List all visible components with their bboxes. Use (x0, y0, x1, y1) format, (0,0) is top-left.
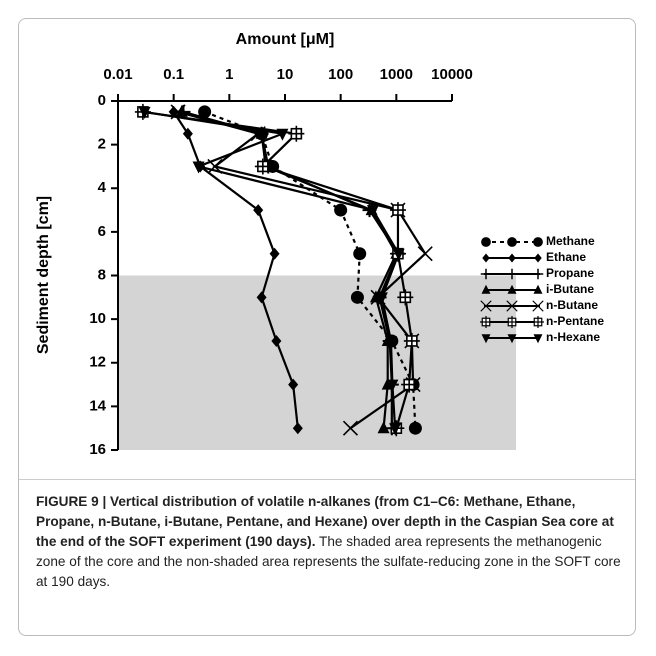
x-tick-label: 1000 (380, 66, 413, 83)
marker (506, 300, 518, 312)
marker (288, 125, 305, 142)
marker (384, 335, 397, 348)
y-tick-label: 2 (98, 136, 106, 153)
chart: Amount [μM] Sediment depth [cm] 0.01 0.1 1… (35, 31, 604, 458)
marker (417, 246, 433, 262)
marker (369, 290, 382, 303)
caption: FIGURE 9 | Vertical distribution of vola… (36, 492, 626, 592)
marker (480, 316, 492, 328)
marker (480, 268, 492, 280)
y-tick-label: 16 (89, 441, 106, 458)
series-line (204, 110, 417, 429)
marker (401, 376, 418, 393)
marker (175, 104, 188, 117)
x-tick-label: 100 (328, 66, 353, 83)
x-tick-label: 0.01 (103, 66, 132, 83)
marker (533, 334, 543, 344)
marker (292, 422, 303, 435)
caption-bold: FIGURE 9 | Vertical distribution of vola… (36, 494, 614, 549)
marker (182, 127, 193, 140)
marker (480, 300, 492, 312)
marker (392, 248, 405, 261)
y-tick-label: 8 (98, 266, 106, 283)
marker (342, 420, 359, 436)
legend-label: Methane (546, 234, 595, 248)
marker (253, 204, 264, 217)
marker (507, 237, 517, 247)
marker (532, 268, 544, 280)
marker (255, 126, 268, 139)
marker (138, 106, 151, 119)
x-tick-label: 1 (225, 66, 233, 83)
y-tick-label: 14 (89, 397, 106, 414)
marker (334, 203, 348, 217)
marker (534, 253, 542, 263)
x-tick-label: 10 (277, 66, 294, 83)
x-tick-label: 0.1 (163, 66, 184, 83)
marker (254, 158, 271, 175)
marker (533, 284, 543, 294)
marker (269, 247, 280, 260)
marker (170, 104, 186, 120)
separator (19, 479, 635, 480)
marker (481, 334, 491, 344)
marker (506, 268, 518, 280)
y-tick-label: 0 (98, 92, 106, 109)
marker (353, 247, 367, 261)
marker (207, 158, 223, 175)
marker (397, 289, 414, 306)
marker (377, 421, 390, 434)
marker (507, 284, 517, 294)
legend-label: Propane (546, 266, 594, 280)
marker (198, 105, 212, 119)
marker (533, 237, 543, 247)
marker (389, 202, 406, 219)
marker (532, 300, 544, 312)
marker (288, 378, 299, 391)
marker (276, 128, 289, 141)
caption-text: The shaded area represents the methanoge… (36, 534, 621, 589)
marker (481, 284, 491, 294)
marker (250, 126, 266, 142)
y-tick-label: 6 (98, 223, 106, 240)
marker (481, 237, 491, 247)
marker (508, 253, 516, 263)
marker (403, 332, 420, 349)
legend-label: n-Hexane (546, 330, 600, 344)
marker (389, 423, 402, 436)
legend-label: Ethane (546, 250, 586, 264)
y-axis-label: Sediment depth [cm] (35, 196, 52, 354)
legend-label: n-Butane (546, 298, 598, 312)
x-tick-label: 10000 (431, 66, 473, 83)
x-axis-label: Amount [μM] (236, 31, 335, 48)
marker (386, 379, 399, 392)
figure-frame (18, 18, 636, 636)
legend-label: n-Pentane (546, 314, 604, 328)
marker (507, 334, 517, 344)
y-tick-label: 10 (89, 310, 106, 327)
y-tick-label: 4 (98, 179, 107, 196)
legend-label: i-Butane (546, 282, 594, 296)
marker (506, 316, 518, 328)
shaded-zone (118, 275, 516, 450)
marker (256, 291, 267, 304)
marker (482, 253, 490, 263)
marker (271, 334, 282, 347)
y-tick-label: 12 (89, 354, 106, 371)
marker (375, 292, 388, 305)
marker (532, 316, 544, 328)
marker (192, 161, 205, 174)
marker (408, 421, 422, 435)
marker (366, 205, 379, 218)
marker (350, 290, 364, 304)
